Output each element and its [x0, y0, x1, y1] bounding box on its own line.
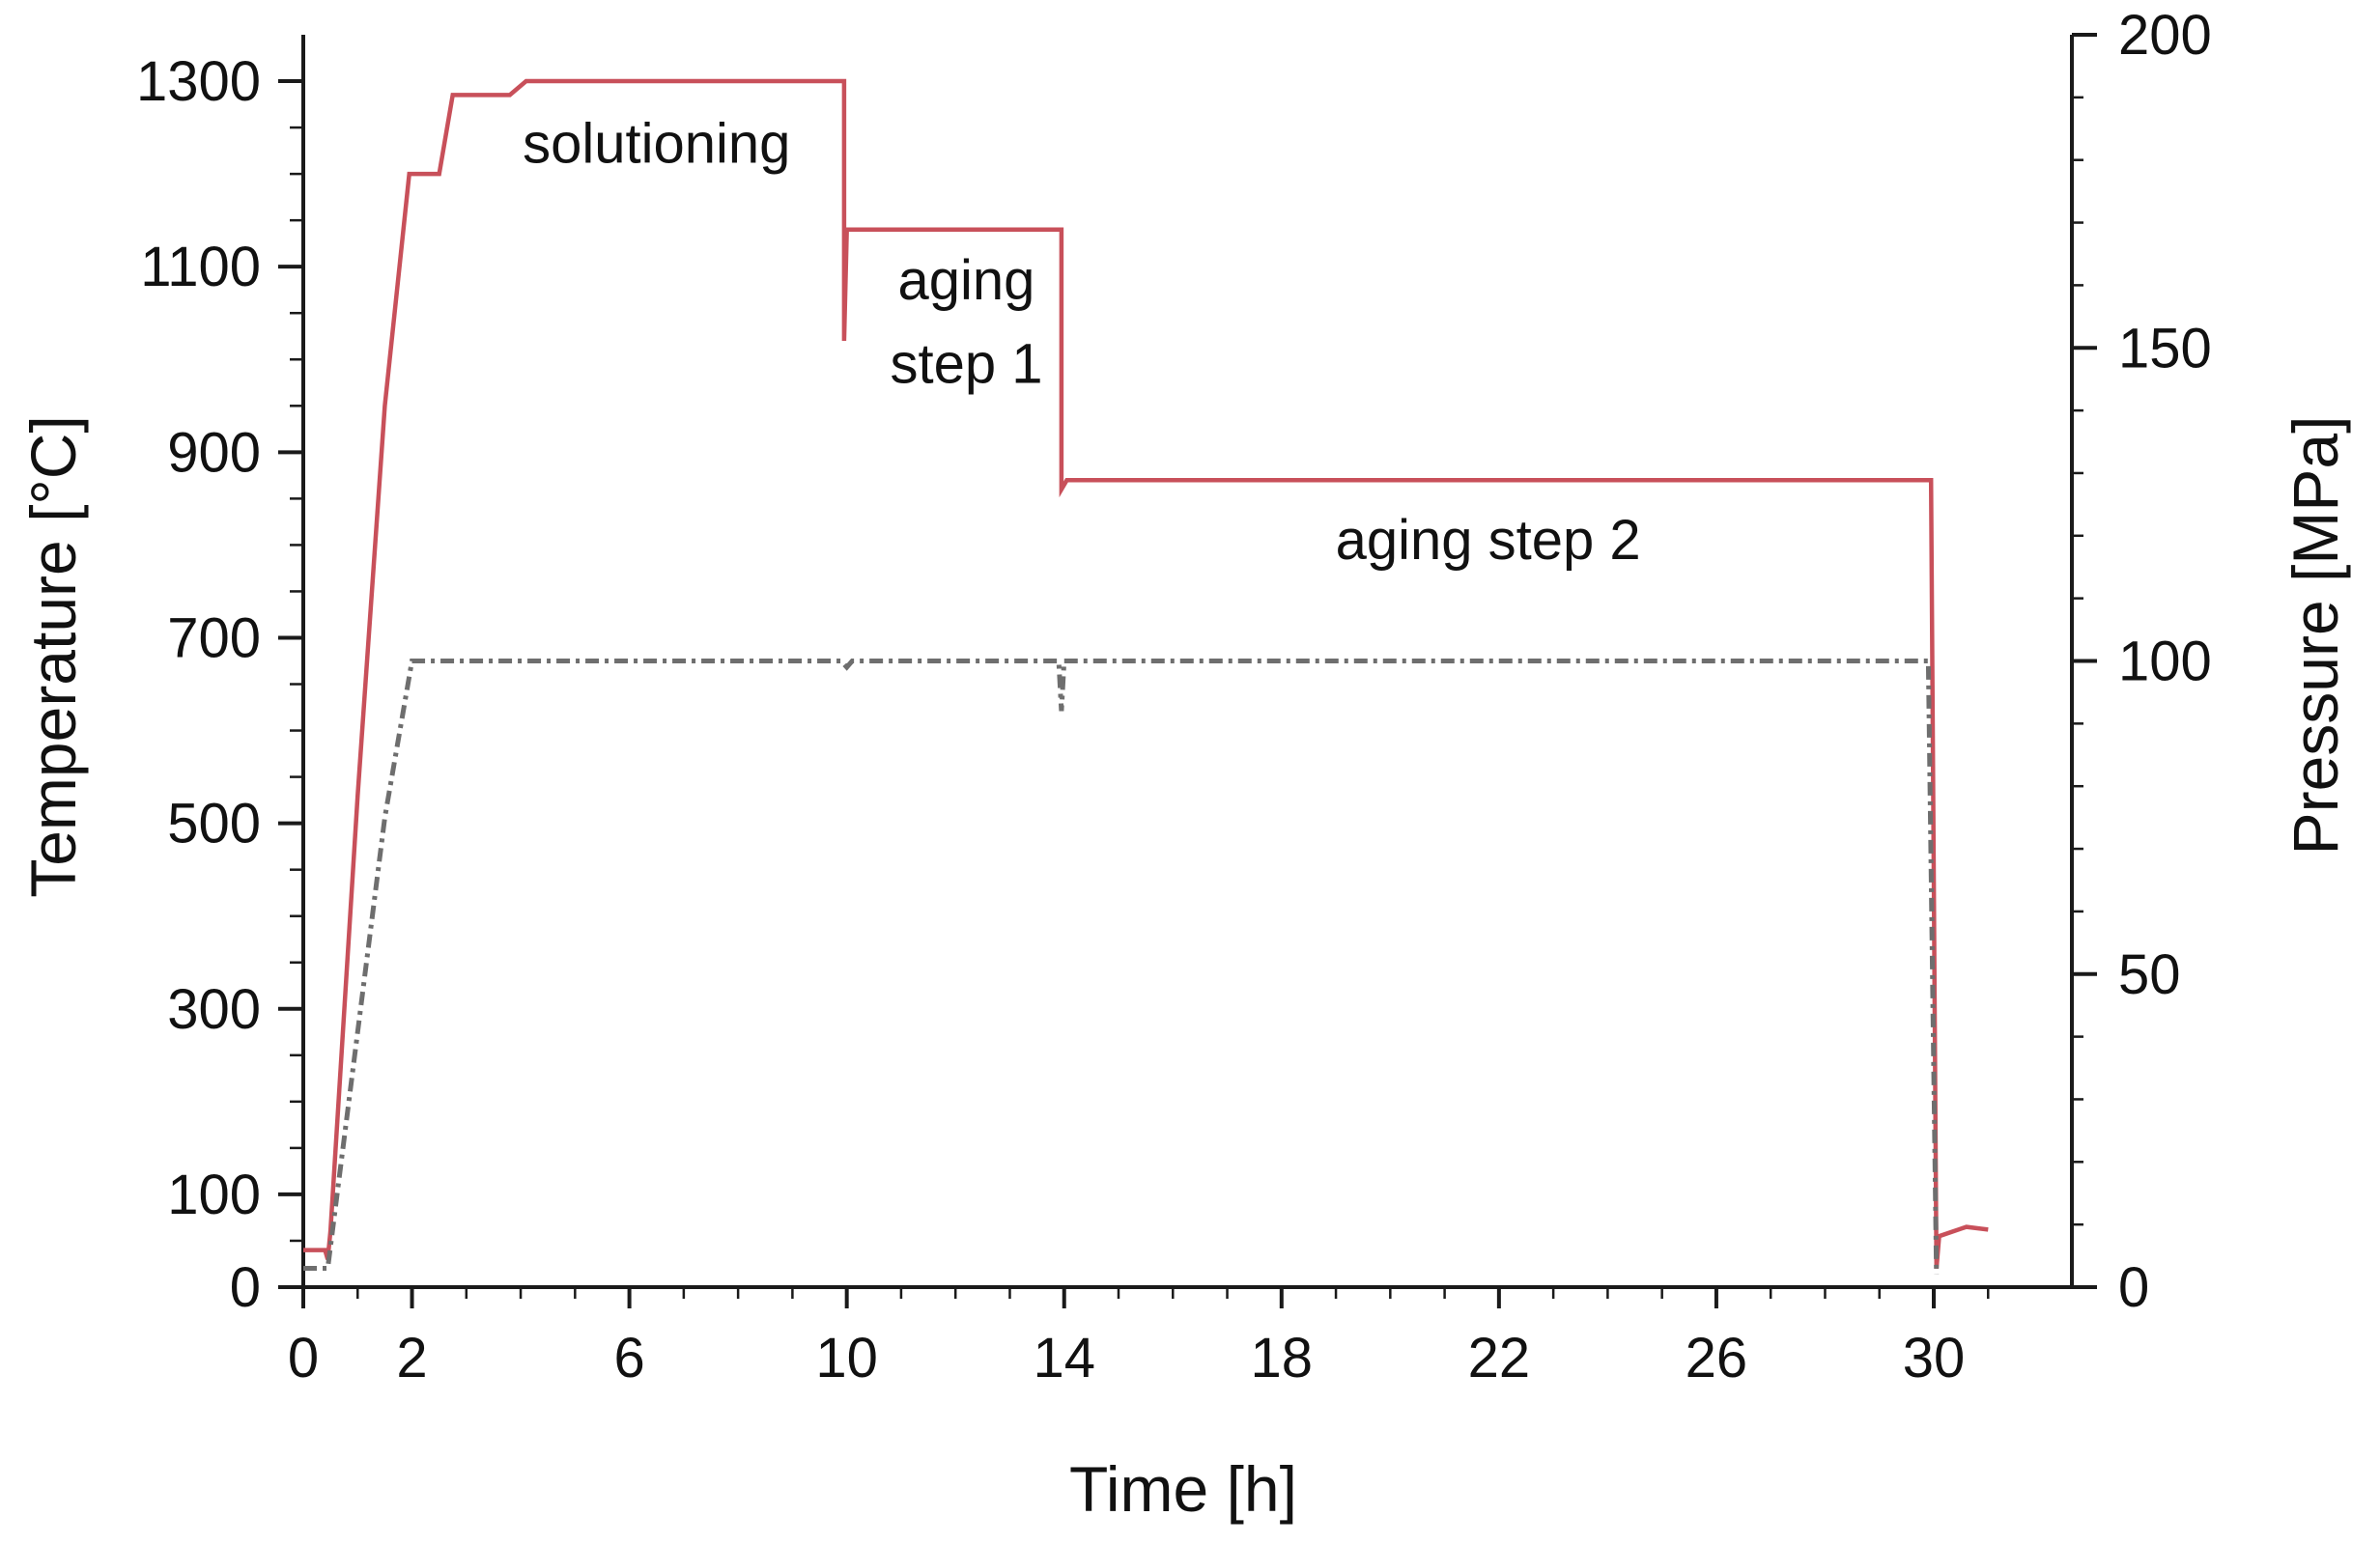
y-axis-left-title: Temperature [°C]	[17, 415, 89, 898]
y-right-tick-label-100: 100	[2118, 631, 2212, 693]
y-left-tick-label-500: 500	[167, 793, 261, 856]
pressure-series-line	[303, 659, 1940, 1276]
y-right-tick-label-50: 50	[2118, 943, 2181, 1006]
x-tick-label-6: 6	[613, 1327, 644, 1390]
y-right-tick-label-150: 150	[2118, 317, 2212, 379]
annotation-2: step 1	[890, 332, 1042, 395]
x-tick-label-10: 10	[815, 1327, 878, 1390]
y-right-tick-label-0: 0	[2118, 1256, 2149, 1319]
x-tick-label-26: 26	[1686, 1327, 1748, 1390]
y-axis-right-title: Pressure [MPa]	[2280, 416, 2351, 856]
y-right-tick-label-200: 200	[2118, 4, 2212, 67]
annotation-3: aging step 2	[1336, 509, 1641, 572]
x-tick-label-0: 0	[288, 1327, 319, 1390]
y-left-tick-label-300: 300	[167, 978, 261, 1041]
axis-labels-group: Time [h] Temperature [°C] Pressure [MPa]	[17, 415, 2351, 1525]
x-tick-label-2: 2	[396, 1327, 427, 1390]
annotation-1: aging	[897, 249, 1034, 312]
x-tick-label-22: 22	[1468, 1327, 1531, 1390]
y-left-tick-label-0: 0	[230, 1256, 261, 1319]
annotations-group: solutioning aging step 1 aging step 2	[523, 113, 1641, 572]
x-tick-label-30: 30	[1903, 1327, 1966, 1390]
temperature-series-line	[303, 78, 1989, 1269]
x-tick-label-14: 14	[1033, 1327, 1095, 1390]
axes-group: 0 2 6 10 14 18 22 26 300100300500700900110013000…	[136, 4, 2212, 1390]
x-axis-title: Time [h]	[1069, 1453, 1297, 1525]
y-left-tick-label-1100: 1100	[140, 236, 261, 298]
y-left-tick-label-1300: 1300	[136, 50, 261, 113]
y-left-tick-label-900: 900	[167, 421, 261, 484]
annotation-0: solutioning	[523, 113, 790, 176]
x-tick-label-18: 18	[1251, 1327, 1314, 1390]
y-left-tick-label-700: 700	[167, 606, 261, 669]
series-group	[303, 78, 1989, 1276]
y-left-tick-label-100: 100	[167, 1164, 261, 1226]
